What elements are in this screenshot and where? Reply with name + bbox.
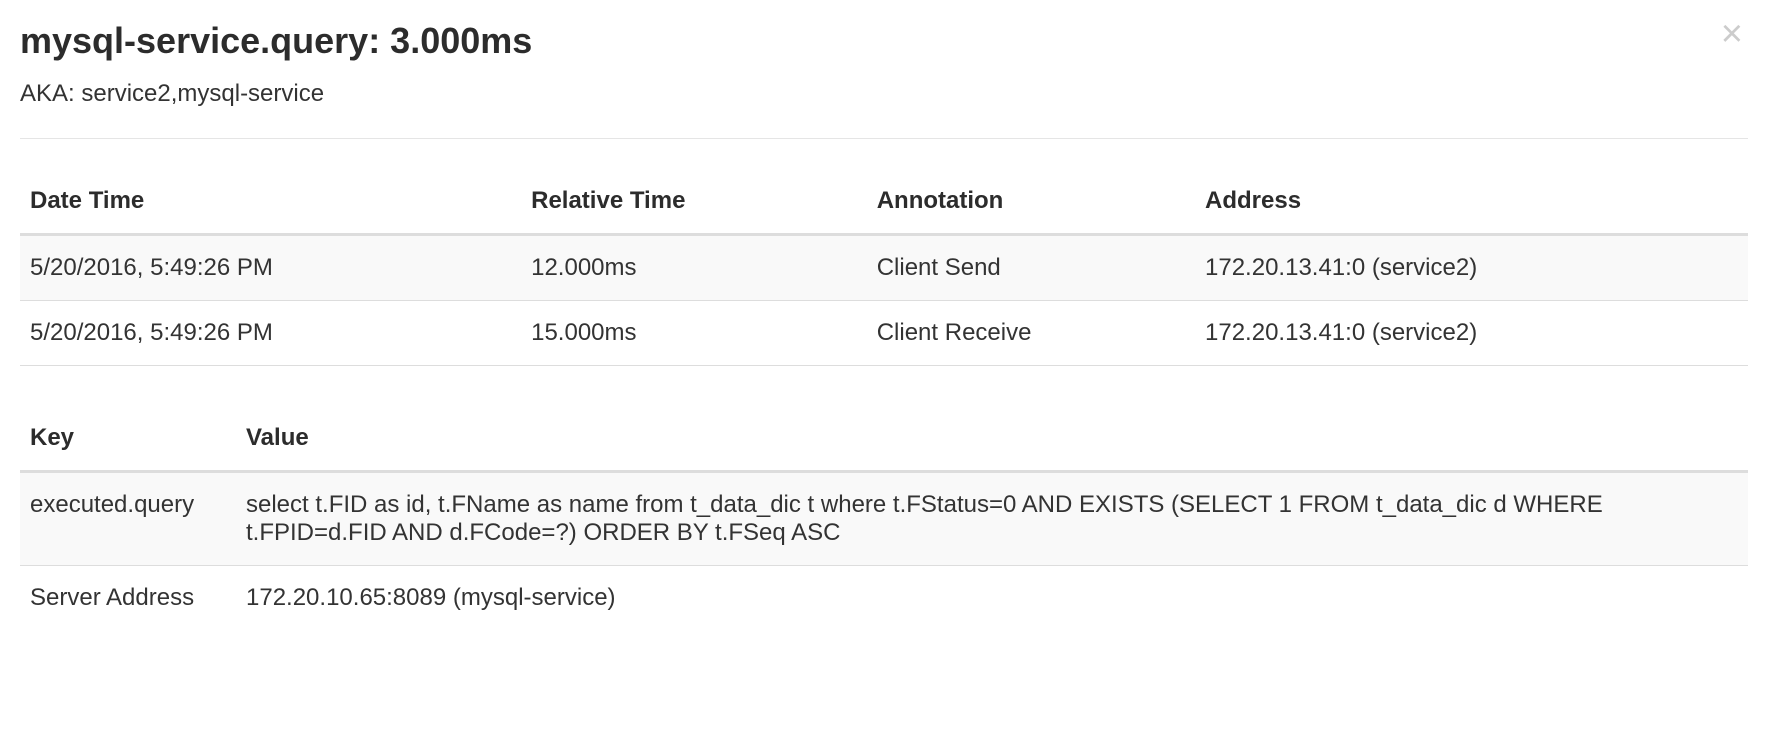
cell-value: 172.20.10.65:8089 (mysql-service): [236, 566, 1748, 631]
cell-key: Server Address: [20, 566, 236, 631]
col-date-time: Date Time: [20, 169, 521, 235]
modal-title: mysql-service.query: 3.000ms: [20, 20, 1748, 62]
col-value: Value: [236, 406, 1748, 472]
cell-key: executed.query: [20, 472, 236, 566]
cell-annotation: Client Send: [867, 235, 1195, 301]
table-header-row: Date Time Relative Time Annotation Addre…: [20, 169, 1748, 235]
col-annotation: Annotation: [867, 169, 1195, 235]
col-key: Key: [20, 406, 236, 472]
annotations-table: Date Time Relative Time Annotation Addre…: [20, 169, 1748, 366]
cell-annotation: Client Receive: [867, 301, 1195, 366]
cell-value: select t.FID as id, t.FName as name from…: [236, 472, 1748, 566]
table-row: 5/20/2016, 5:49:26 PM 12.000ms Client Se…: [20, 235, 1748, 301]
cell-datetime: 5/20/2016, 5:49:26 PM: [20, 235, 521, 301]
table-row: executed.query select t.FID as id, t.FNa…: [20, 472, 1748, 566]
col-relative-time: Relative Time: [521, 169, 867, 235]
table-row: Server Address 172.20.10.65:8089 (mysql-…: [20, 566, 1748, 631]
cell-address: 172.20.13.41:0 (service2): [1195, 301, 1748, 366]
table-header-row: Key Value: [20, 406, 1748, 472]
modal-header: mysql-service.query: 3.000ms AKA: servic…: [20, 20, 1748, 139]
cell-address: 172.20.13.41:0 (service2): [1195, 235, 1748, 301]
table-row: 5/20/2016, 5:49:26 PM 15.000ms Client Re…: [20, 301, 1748, 366]
key-value-table: Key Value executed.query select t.FID as…: [20, 406, 1748, 630]
col-address: Address: [1195, 169, 1748, 235]
close-icon[interactable]: ×: [1721, 15, 1743, 53]
cell-relative-time: 12.000ms: [521, 235, 867, 301]
cell-relative-time: 15.000ms: [521, 301, 867, 366]
modal-subtitle: AKA: service2,mysql-service: [20, 80, 1748, 108]
cell-datetime: 5/20/2016, 5:49:26 PM: [20, 301, 521, 366]
